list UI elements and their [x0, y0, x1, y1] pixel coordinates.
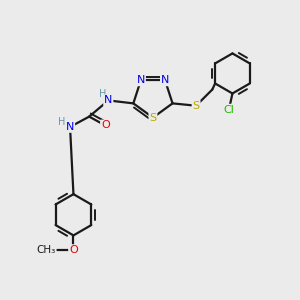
Text: H: H	[99, 89, 107, 99]
Text: CH₃: CH₃	[37, 245, 56, 255]
Text: N: N	[66, 122, 74, 132]
Text: N: N	[161, 75, 169, 85]
Text: N: N	[104, 95, 112, 105]
Text: Cl: Cl	[224, 105, 234, 115]
Text: O: O	[69, 245, 78, 255]
Text: O: O	[101, 121, 110, 130]
Text: N: N	[136, 75, 145, 85]
Text: H: H	[58, 117, 65, 127]
Text: S: S	[193, 101, 200, 111]
Text: S: S	[149, 112, 157, 123]
